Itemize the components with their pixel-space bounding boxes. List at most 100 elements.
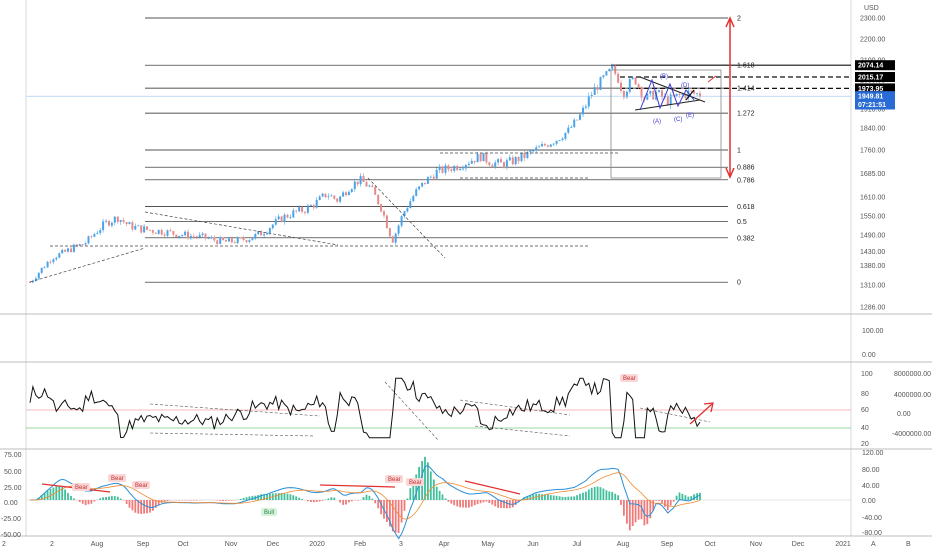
candle-body-212 xyxy=(649,91,652,94)
candle-body-187 xyxy=(576,119,579,121)
macd-hist-bar-149 xyxy=(465,500,467,508)
macd-bull-tag-text: Bull xyxy=(264,510,274,516)
candle-body-133 xyxy=(418,186,421,190)
candle-body-153 xyxy=(476,153,479,163)
candle-body-68 xyxy=(228,238,230,242)
candle-body-124 xyxy=(391,236,394,243)
candle-body-15 xyxy=(72,244,75,252)
macd-hist-bar-79 xyxy=(260,494,262,500)
macd-hist-bar-207 xyxy=(634,500,637,523)
rsi-line xyxy=(29,377,701,439)
candle-body-209 xyxy=(640,87,643,98)
macd-hist-bar-150 xyxy=(468,500,470,508)
macd-hist-bar-123 xyxy=(389,500,391,527)
macd-hist-bar-21 xyxy=(90,500,93,504)
candle-body-29 xyxy=(113,216,116,223)
candle-body-186 xyxy=(573,119,576,128)
macd-hist-bar-33 xyxy=(125,500,128,504)
macd-hist-bar-217 xyxy=(664,500,666,507)
candle-body-102 xyxy=(327,196,330,198)
macd-hist-bar-116 xyxy=(368,495,371,500)
time-tick-1: Aug xyxy=(91,541,104,548)
candle-body-21 xyxy=(90,236,93,238)
candle-body-75 xyxy=(248,240,251,242)
macd-hist-bar-74 xyxy=(245,497,248,500)
macd-hist-bar-199 xyxy=(611,492,614,500)
candle-body-141 xyxy=(441,166,444,173)
candle-body-117 xyxy=(371,185,374,187)
macd-hist-bar-117 xyxy=(371,498,374,500)
macd-hist-bar-130 xyxy=(409,488,412,500)
candle-body-0 xyxy=(29,282,31,283)
candle-body-119 xyxy=(377,194,380,205)
fib-level-label-8: 0.5 xyxy=(737,219,747,226)
rsi-trend-line-2 xyxy=(149,432,316,437)
macd-left-tick-50: 50.00 xyxy=(4,469,22,476)
candle-body-57 xyxy=(195,236,198,238)
time-tick-6: 2020 xyxy=(309,541,325,548)
macd-hist-bar-73 xyxy=(242,498,245,500)
time-tick-17: Dec xyxy=(792,541,805,548)
macd-hist-bar-166 xyxy=(514,500,517,505)
candle-body-122 xyxy=(385,215,388,229)
macd-hist-bar-35 xyxy=(131,500,134,511)
macd-hist-bar-187 xyxy=(576,495,578,500)
macd-hist-bar-126 xyxy=(397,500,400,534)
candle-body-146 xyxy=(456,166,459,170)
candle-body-163 xyxy=(505,160,508,168)
price-tick-10: 1910.00 xyxy=(860,107,885,114)
candle-body-190 xyxy=(584,106,587,108)
macd-hist-bar-64 xyxy=(216,500,219,501)
candle-body-63 xyxy=(213,237,216,241)
macd-bear-tag-2 xyxy=(72,483,90,491)
macd-bull-tag xyxy=(261,508,277,516)
macd-hist-bar-198 xyxy=(608,491,611,500)
macd-hist-bar-221 xyxy=(675,495,678,500)
fib-level-label-6: 0.786 xyxy=(737,177,755,184)
candle-body-111 xyxy=(353,181,356,190)
candle-body-205 xyxy=(628,79,631,92)
auto-scale-toggle[interactable]: B xyxy=(906,541,911,548)
macd-hist-bar-176 xyxy=(544,494,546,500)
candle-body-77 xyxy=(254,234,257,239)
macd-hist-bar-14 xyxy=(70,496,72,500)
macd-hist-bar-151 xyxy=(470,500,473,507)
time-tick-2: Sep xyxy=(137,541,150,548)
candle-body-110 xyxy=(350,189,353,192)
candle-body-227 xyxy=(693,91,696,94)
macd-right-tick-0: 0.00 xyxy=(862,498,876,505)
macd-hist-bar-186 xyxy=(573,496,576,500)
macd-hist-bar-169 xyxy=(523,497,526,500)
macd-hist-bar-175 xyxy=(541,494,543,500)
macd-hist-bar-75 xyxy=(248,496,251,500)
macd-hist-bar-37 xyxy=(137,500,140,514)
triangle-lower-line xyxy=(634,99,701,111)
candle-body-213 xyxy=(652,91,655,100)
fib-level-label-0: 2 xyxy=(737,16,741,23)
candle-body-32 xyxy=(122,220,125,223)
rsi-bear-tag-text: Bear xyxy=(623,376,636,382)
candle-body-8 xyxy=(52,259,55,263)
macd-hist-bar-209 xyxy=(640,500,643,520)
log-scale-toggle[interactable]: A xyxy=(871,541,876,548)
candle-body-145 xyxy=(453,166,456,171)
candle-body-193 xyxy=(593,87,596,95)
macd-hist-bar-208 xyxy=(637,500,640,520)
macd-hist-bar-66 xyxy=(222,500,224,501)
candle-body-106 xyxy=(339,196,342,202)
macd-hist-bar-82 xyxy=(269,493,271,500)
time-tick-0: 2 xyxy=(50,541,54,548)
macd-hist-bar-106 xyxy=(339,500,341,503)
macd-hist-bar-219 xyxy=(669,500,672,506)
time-tick-12: Jul xyxy=(573,541,582,548)
macd-hist-bar-98 xyxy=(315,500,318,502)
macd-hist-bar-144 xyxy=(450,500,453,504)
indicator-pane-1: 100.00 0.00 xyxy=(862,328,884,359)
macd-hist-bar-88 xyxy=(286,493,289,500)
candle-body-229 xyxy=(699,93,701,97)
fib-level-label-10: 0 xyxy=(737,280,741,287)
candle-body-52 xyxy=(181,235,184,236)
candle-body-156 xyxy=(485,153,488,163)
rsi-tick-80: 80 xyxy=(861,391,869,398)
